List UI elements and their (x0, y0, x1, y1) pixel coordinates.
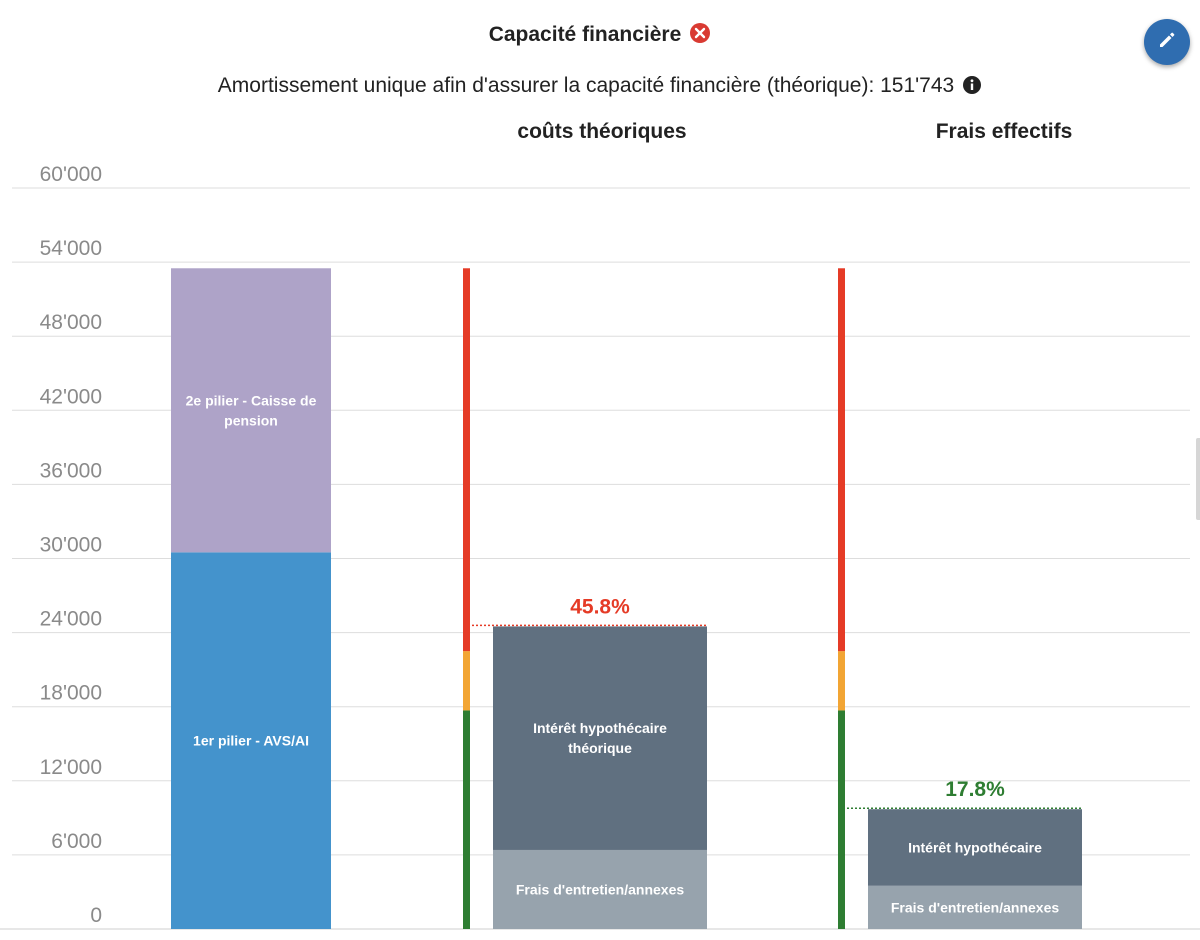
y-tick-label: 42'000 (40, 385, 102, 408)
column-header-effective: Frais effectifs (935, 120, 1073, 143)
y-tick-label: 36'000 (40, 459, 102, 482)
threshold-segment (838, 651, 845, 711)
threshold-segment (838, 268, 845, 652)
chart-subtitle-row: Amortissement unique afin d'assurer la c… (0, 74, 1200, 101)
bar-segment (171, 268, 331, 553)
bar-segment-label: Intérêt hypothécaire (533, 720, 667, 736)
bar-segment (868, 809, 1082, 886)
column-header-theoretical: coûts théoriques (517, 120, 687, 143)
y-tick-label: 24'000 (40, 608, 102, 631)
threshold-segment (463, 651, 470, 711)
y-tick-label: 54'000 (40, 237, 102, 260)
bar-segment-label: Frais d'entretien/annexes (516, 881, 684, 897)
side-scroll-tab[interactable] (1196, 438, 1200, 520)
chart-title: Capacité financière (488, 23, 682, 46)
chart-subtitle: Amortissement unique afin d'assurer la c… (217, 74, 955, 97)
bar-segment (493, 849, 707, 929)
percent-label: 17.8% (945, 778, 1005, 801)
y-tick-label: 48'000 (40, 311, 102, 334)
bar-segment (868, 885, 1082, 929)
error-x-icon (689, 22, 711, 50)
edit-button[interactable] (1144, 19, 1190, 65)
bar-segment (493, 626, 707, 850)
threshold-segment (838, 710, 845, 929)
bar-segment-label: Frais d'entretien/annexes (891, 899, 1059, 915)
info-icon[interactable] (962, 75, 982, 101)
y-tick-label: 18'000 (40, 682, 102, 705)
bar-segment (171, 552, 331, 929)
bar-segment-label: 1er pilier - AVS/AI (193, 733, 309, 749)
y-tick-label: 6'000 (51, 830, 102, 853)
y-tick-label: 30'000 (40, 534, 102, 557)
pencil-icon (1157, 30, 1177, 55)
y-tick-label: 0 (90, 904, 102, 927)
bar-segment-label: théorique (568, 740, 632, 756)
chart-title-row: Capacité financière (0, 22, 1200, 50)
y-tick-label: 60'000 (40, 163, 102, 186)
bar-segment-label: pension (224, 412, 278, 428)
y-tick-label: 12'000 (40, 756, 102, 779)
threshold-segment (463, 268, 470, 652)
bar-segment-label: 2e pilier - Caisse de (186, 392, 317, 408)
percent-label: 45.8% (570, 595, 630, 618)
bar-segment-label: Intérêt hypothécaire (908, 839, 1042, 855)
threshold-segment (463, 710, 470, 929)
chart-header: Capacité financière Amortissement unique… (0, 0, 1200, 110)
